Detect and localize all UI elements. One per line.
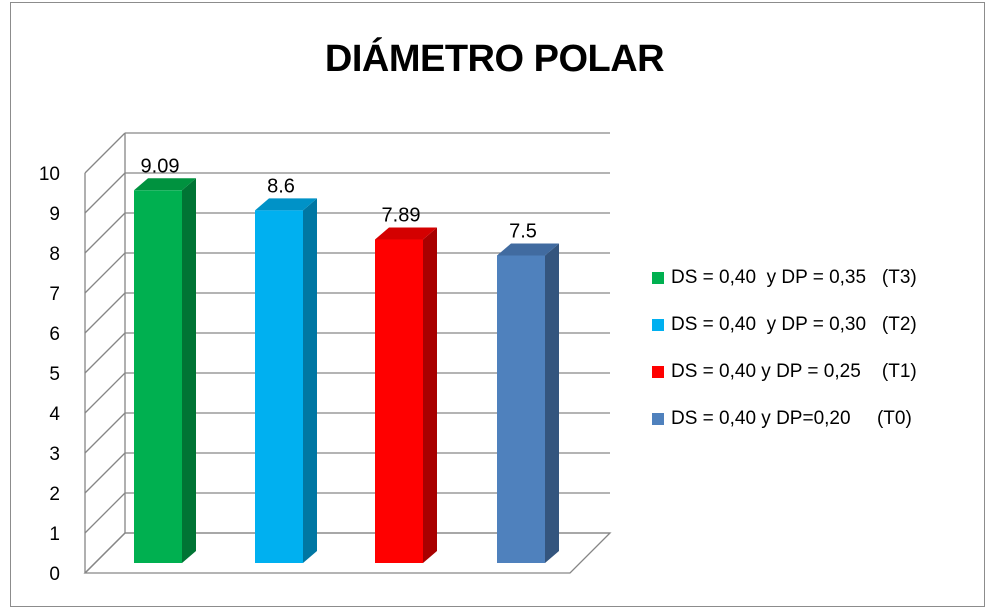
y-tick-label: 9 [49, 204, 60, 225]
legend-label: DS = 0,40 y DP = 0,30 (T2) [671, 314, 917, 335]
bar-front [255, 210, 303, 563]
legend-label: DS = 0,40 y DP = 0,25 (T1) [671, 361, 917, 382]
floor [83, 532, 612, 574]
bar-top [375, 227, 437, 240]
y-tick-label: 4 [49, 404, 60, 425]
bar [134, 178, 196, 563]
gridline-side [84, 292, 126, 334]
gridline-side [84, 132, 126, 174]
y-tick-label: 5 [49, 364, 60, 385]
legend: DS = 0,40 y DP = 0,35 (T3) DS = 0,40 y DP… [652, 260, 917, 448]
legend-swatch [652, 272, 664, 284]
legend-label: DS = 0,40 y DP=0,20 (T0) [671, 408, 912, 429]
bar-top [255, 198, 317, 211]
gridline-side [84, 372, 126, 414]
gridline-side [84, 412, 126, 454]
bar-top [497, 243, 559, 256]
gridline-side [84, 492, 126, 534]
y-tick-label: 8 [49, 244, 60, 265]
legend-label: DS = 0,40 y DP = 0,35 (T3) [671, 267, 917, 288]
legend-swatch [652, 319, 664, 331]
y-tick-label: 1 [49, 524, 60, 545]
legend-swatch [652, 366, 664, 378]
data-label: 8.6 [267, 175, 295, 197]
y-tick-label: 10 [39, 164, 60, 185]
legend-swatch [652, 413, 664, 425]
gridline-side [84, 252, 126, 294]
data-label: 9.09 [141, 155, 180, 177]
bar-side [182, 178, 196, 563]
y-tick-label: 6 [49, 324, 60, 345]
bar-top [134, 178, 196, 191]
bar-side [303, 198, 317, 563]
y-tick-label: 2 [49, 484, 60, 505]
bar [497, 243, 559, 563]
bar-front [375, 239, 423, 563]
gridline-side [84, 172, 126, 214]
gridline-side [84, 452, 126, 494]
bar-front [134, 190, 182, 563]
data-label: 7.89 [382, 205, 421, 227]
chart-title: DIÁMETRO POLAR [324, 38, 665, 80]
legend-item: DS = 0,40 y DP = 0,30 (T2) [652, 307, 917, 343]
bar [375, 227, 437, 563]
y-tick-label: 7 [49, 284, 60, 305]
y-tick-label: 3 [49, 444, 60, 465]
bar-front [497, 255, 545, 563]
data-label: 7.5 [509, 221, 537, 243]
legend-item: DS = 0,40 y DP = 0,25 (T1) [652, 354, 917, 390]
y-tick-label: 0 [49, 564, 60, 585]
bar-side [423, 227, 437, 563]
legend-item: DS = 0,40 y DP=0,20 (T0) [652, 401, 917, 437]
bar [255, 198, 317, 563]
gridline-side [84, 332, 126, 374]
bar-side [545, 243, 559, 563]
gridline-side [84, 212, 126, 254]
legend-item: DS = 0,40 y DP = 0,35 (T3) [652, 260, 917, 296]
